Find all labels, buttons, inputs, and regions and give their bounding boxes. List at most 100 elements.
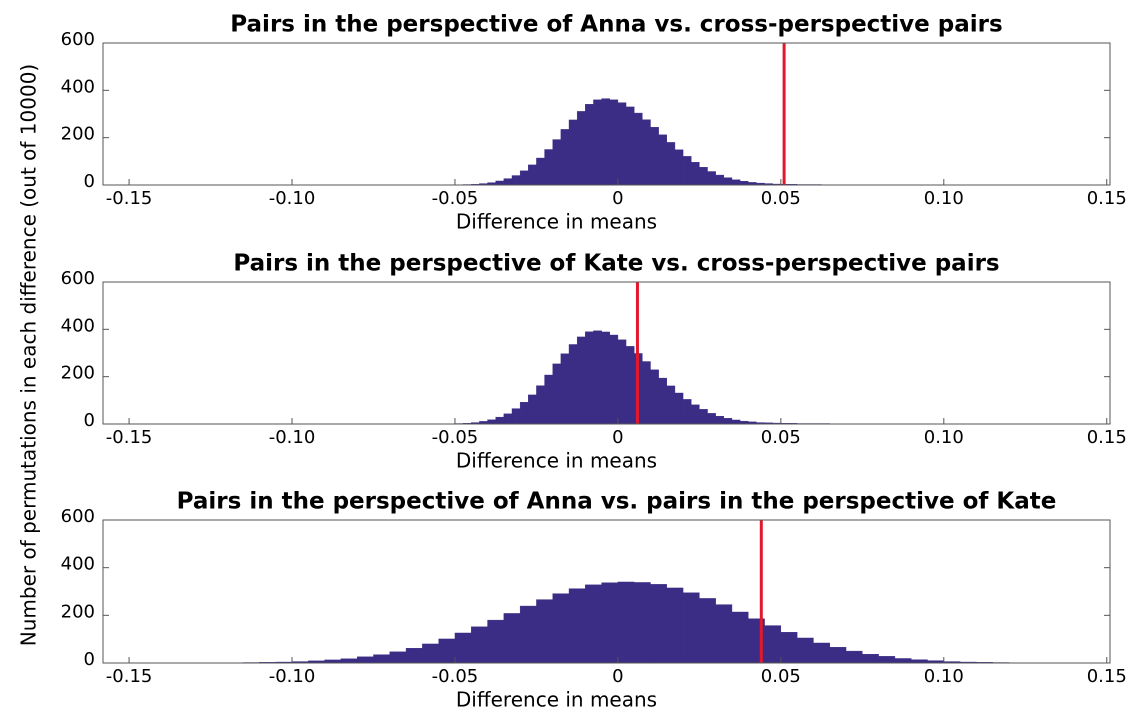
histogram-bars [454, 98, 879, 186]
x-tick-label: -0.10 [269, 188, 316, 209]
bar [560, 353, 570, 425]
chart-title: Pairs in the perspective of Anna vs. pai… [177, 489, 1057, 515]
bar [666, 142, 676, 186]
bar [723, 418, 733, 425]
bar [780, 632, 798, 664]
bar [576, 336, 586, 425]
bar [568, 588, 586, 664]
bar [495, 180, 505, 186]
x-tick-label: 0 [612, 427, 623, 448]
bar [454, 632, 472, 664]
x-tick-label: 0.10 [924, 666, 964, 687]
bar [682, 592, 700, 664]
chart-title: Pairs in the perspective of Anna vs. cro… [230, 12, 1002, 38]
y-tick-label: 200 [61, 124, 95, 145]
bar [552, 363, 562, 425]
x-axis-label: Difference in means [456, 210, 657, 234]
bar [617, 581, 635, 664]
bar [568, 344, 578, 425]
bar [634, 112, 643, 186]
bar [634, 582, 651, 664]
y-tick-label: 200 [61, 363, 95, 384]
bar [674, 149, 684, 186]
bar [682, 399, 692, 425]
bar [862, 653, 879, 664]
bar [707, 413, 716, 425]
plot-frame [102, 281, 1111, 425]
bar [731, 179, 741, 186]
bar [658, 134, 667, 186]
histogram-bars [226, 581, 1010, 664]
bar [519, 402, 529, 425]
bar [528, 394, 537, 425]
x-tick-label: 0.10 [924, 427, 964, 448]
bar [340, 658, 358, 664]
bar [495, 416, 505, 425]
y-tick-label: 400 [61, 76, 95, 97]
bar [699, 409, 708, 425]
x-tick-label: 0 [612, 188, 623, 209]
bar [576, 111, 586, 186]
bar [813, 642, 830, 664]
bar [650, 584, 667, 664]
bar [731, 611, 749, 664]
x-tick-label: -0.10 [269, 666, 316, 687]
bar [715, 174, 725, 186]
bar [650, 127, 659, 186]
bar [405, 648, 423, 664]
bar [536, 385, 545, 425]
bar [666, 385, 676, 425]
bar [625, 106, 635, 186]
bar [731, 419, 741, 425]
x-tick-label: 0.10 [924, 188, 964, 209]
x-tick-label: 0.05 [761, 666, 801, 687]
x-tick-label: -0.15 [106, 188, 153, 209]
bar [894, 658, 912, 664]
bar [617, 339, 627, 425]
bar [650, 369, 659, 425]
bar [585, 104, 594, 186]
x-tick-label: 0 [612, 666, 623, 687]
bar [911, 659, 928, 664]
bar [593, 330, 602, 425]
bar [625, 346, 635, 425]
x-tick-label: -0.05 [432, 666, 479, 687]
y-axis-label: Number of permutations in each differenc… [17, 64, 41, 646]
bar [536, 157, 545, 186]
y-tick-label: 0 [84, 410, 95, 431]
bar [878, 656, 896, 664]
bar [422, 643, 439, 664]
bar [699, 598, 716, 664]
bar [536, 599, 553, 664]
y-tick-label: 400 [61, 554, 95, 575]
bar [658, 377, 667, 425]
y-tick-label: 600 [61, 506, 95, 527]
bar [585, 584, 602, 664]
bar [601, 582, 619, 664]
chart-title: Pairs in the perspective of Kate vs. cro… [233, 251, 999, 277]
bar [609, 99, 619, 186]
y-tick-label: 0 [84, 649, 95, 670]
bar [511, 408, 521, 425]
bar [373, 654, 390, 664]
x-tick-label: 0.05 [761, 188, 801, 209]
bar [691, 162, 700, 186]
y-tick-label: 600 [61, 29, 95, 50]
bar [739, 181, 749, 186]
bar [552, 139, 562, 186]
bar [601, 331, 610, 425]
bar [471, 626, 488, 664]
bar [715, 604, 733, 664]
x-tick-label: -0.10 [269, 427, 316, 448]
x-axis-label: Difference in means [456, 449, 657, 473]
bar [568, 119, 578, 186]
x-tick-label: -0.15 [106, 666, 153, 687]
bar [691, 404, 700, 425]
bar [642, 361, 651, 425]
y-tick-label: 200 [61, 601, 95, 622]
bar [519, 170, 529, 186]
bar [389, 651, 407, 664]
bar [845, 650, 863, 664]
bar [356, 656, 374, 664]
